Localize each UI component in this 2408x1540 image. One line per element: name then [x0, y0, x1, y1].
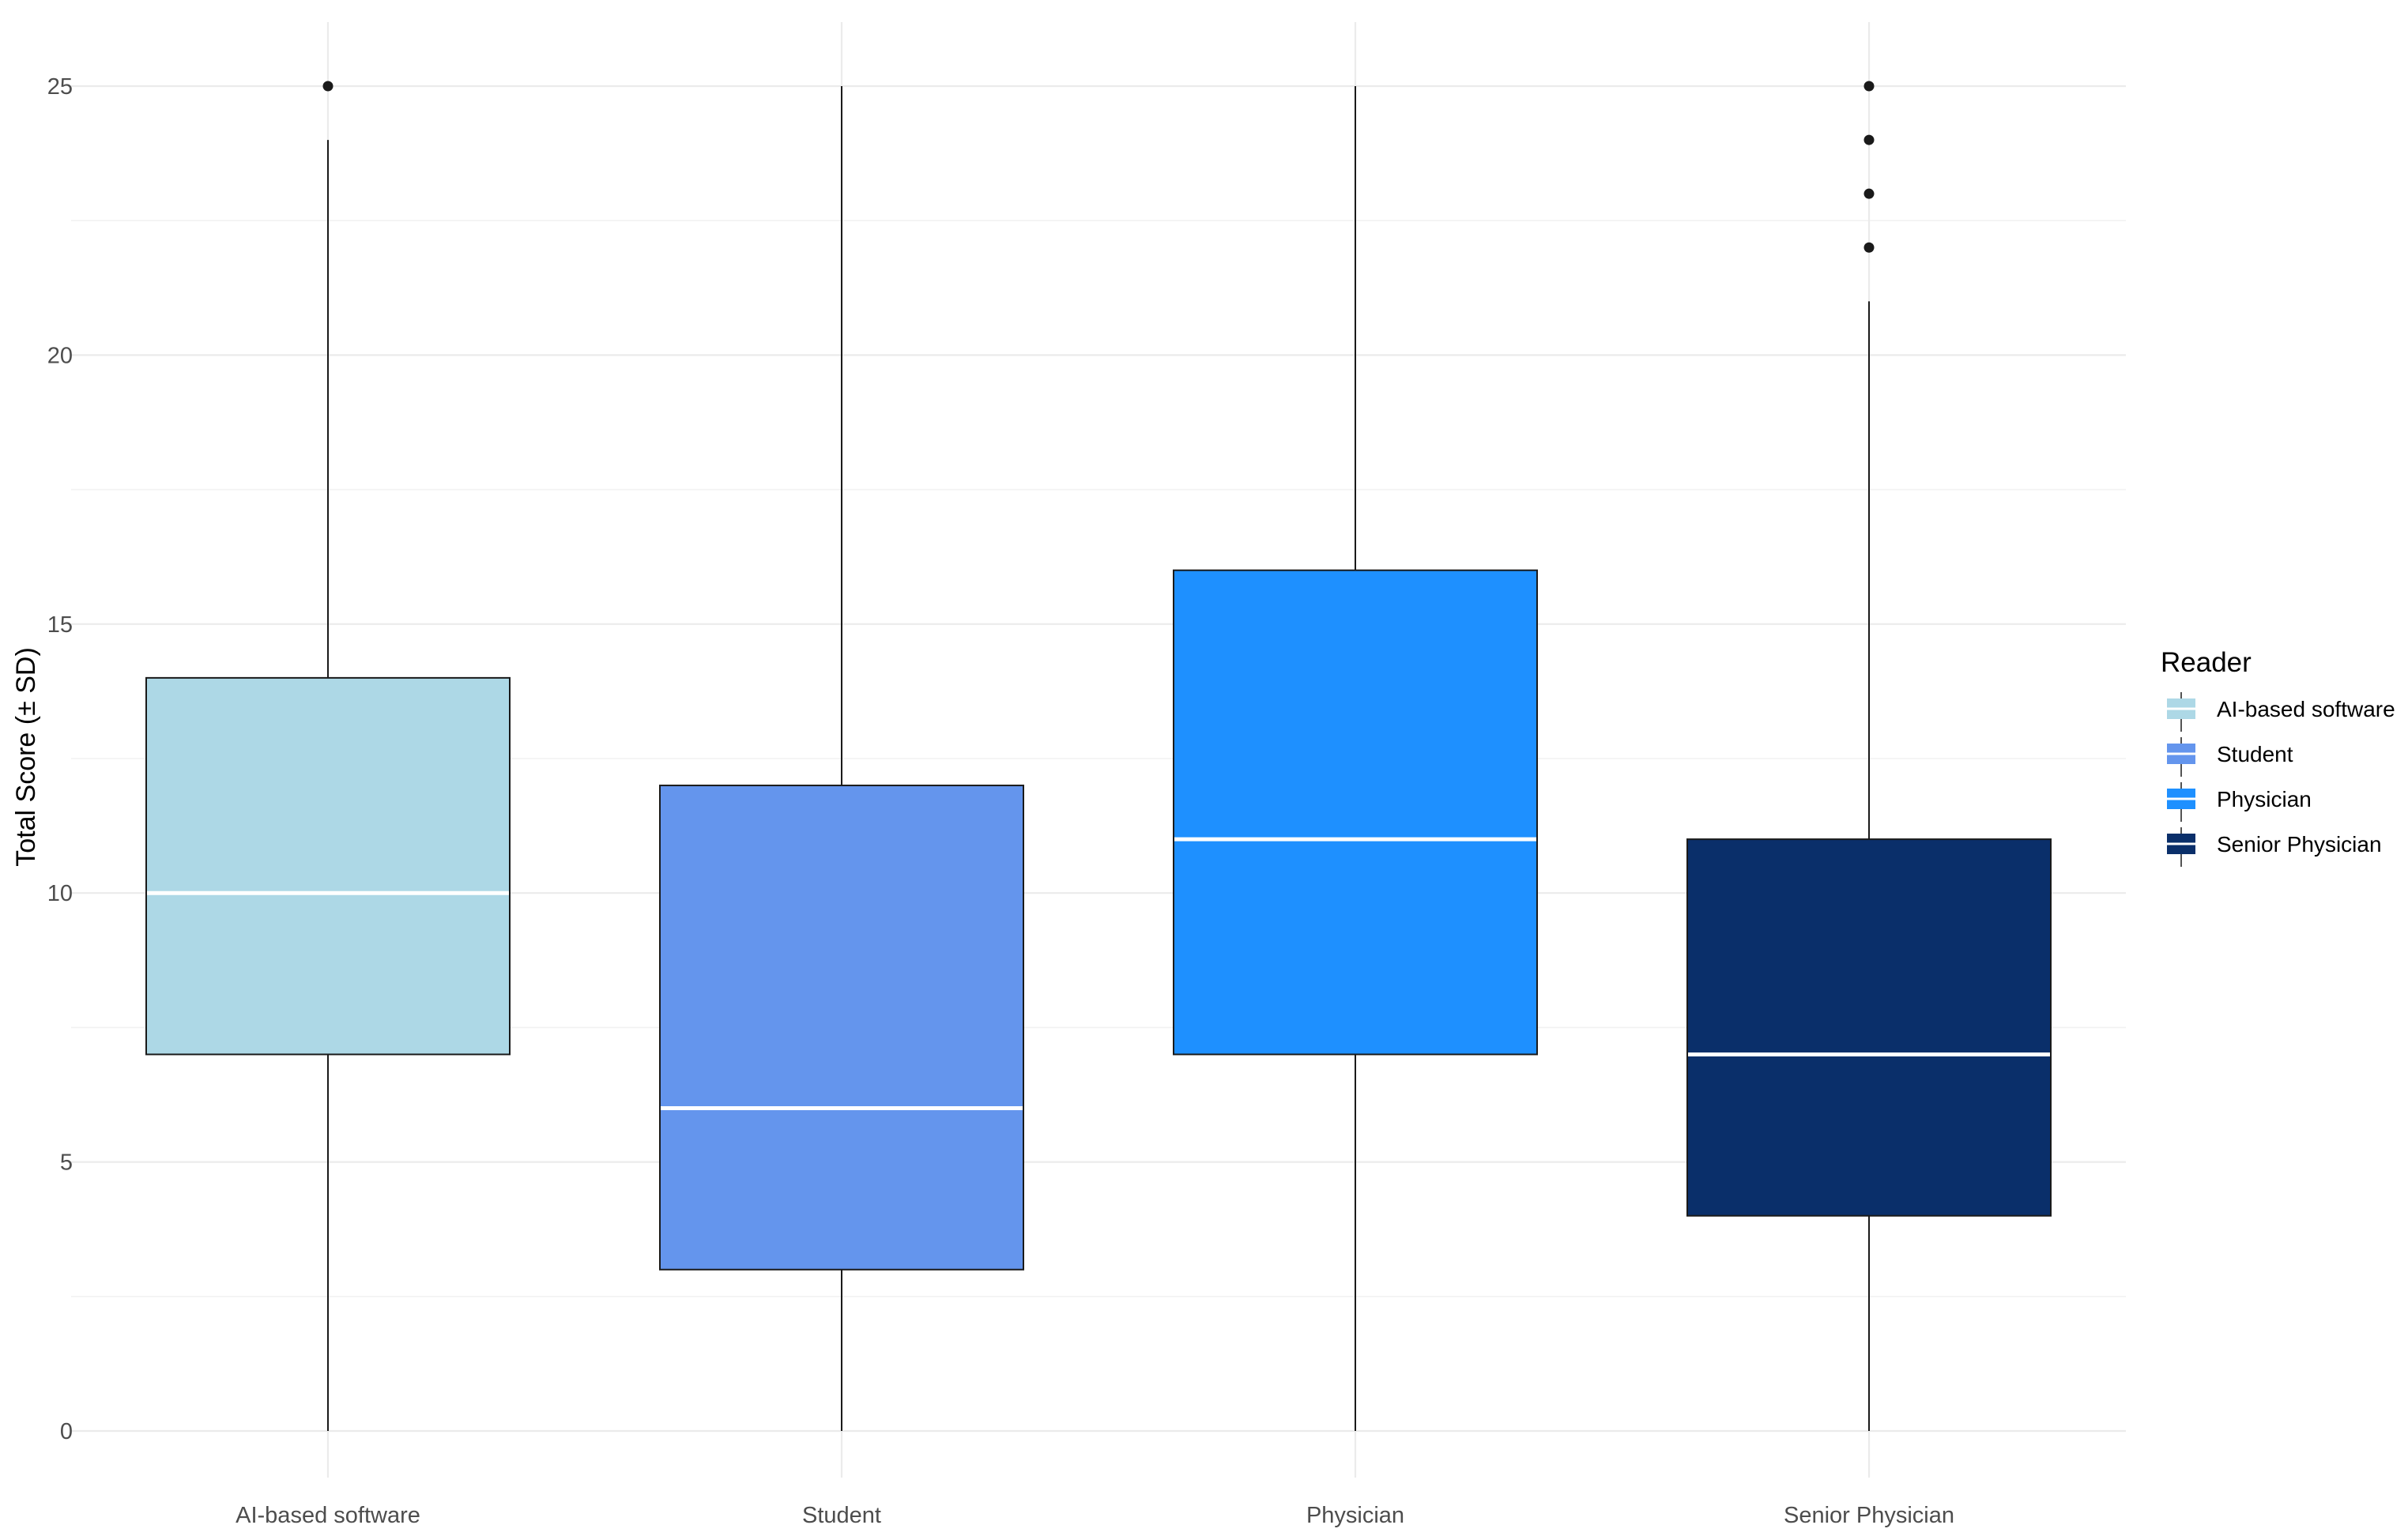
iqr-box — [659, 785, 1024, 1271]
y-tick-label: 20 — [47, 343, 73, 368]
y-tick-label: 0 — [60, 1419, 73, 1444]
box-student — [659, 86, 1024, 1431]
legend-label: Physician — [2217, 787, 2312, 811]
y-tick-label: 25 — [47, 74, 73, 100]
outlier-point — [322, 81, 334, 92]
legend-item: AI-based software — [2167, 692, 2395, 732]
outlier-point — [1863, 81, 1875, 92]
iqr-box — [145, 676, 511, 1056]
legend: Reader AI-based software Student Physician… — [2161, 647, 2395, 867]
y-tick-label: 5 — [60, 1150, 73, 1176]
box-senior-physician — [1686, 81, 2052, 1431]
outlier-point — [1863, 188, 1875, 199]
x-tick-label: AI-based software — [236, 1503, 420, 1528]
y-tick-label: 10 — [47, 881, 73, 906]
legend-items: AI-based software Student Physician Senior … — [2167, 692, 2395, 867]
legend-item: Physician — [2167, 782, 2312, 822]
outlier-point — [1863, 242, 1875, 253]
box-physician — [1173, 86, 1538, 1431]
legend-title: Reader — [2161, 647, 2252, 678]
x-tick-label: Physician — [1306, 1503, 1404, 1528]
legend-item: Student — [2167, 737, 2293, 777]
y-axis-label: Total Score (± SD) — [11, 647, 41, 867]
y-axis-ticks: 0 5 10 15 20 25 — [47, 74, 73, 1444]
x-tick-label: Senior Physician — [1784, 1503, 1954, 1528]
x-axis-ticks: AI-based software Student Physician Senior … — [236, 1503, 1954, 1528]
legend-item: Senior Physician — [2167, 827, 2382, 867]
legend-label: Senior Physician — [2217, 832, 2382, 857]
iqr-box — [1173, 569, 1538, 1056]
outlier-point — [1863, 134, 1875, 145]
legend-label: Student — [2217, 742, 2293, 766]
boxes — [145, 81, 2052, 1431]
x-tick-label: Student — [802, 1503, 881, 1528]
box-ai-based-software — [145, 81, 511, 1431]
legend-label: AI-based software — [2217, 697, 2395, 721]
iqr-box — [1686, 838, 2052, 1217]
y-tick-label: 15 — [47, 612, 73, 638]
